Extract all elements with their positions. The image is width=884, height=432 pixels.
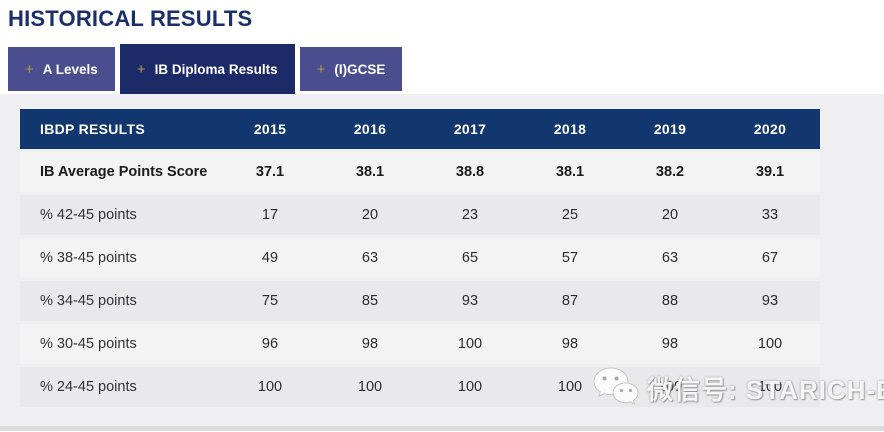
tab-igcse[interactable]: + (I)GCSE [299,47,403,91]
cell-value: 20 [361,207,379,223]
cell-value: 38.2 [655,164,685,180]
row-label: % 30-45 points [40,336,137,352]
cell-value: 100 [457,379,483,395]
cell-value: 65 [461,250,479,266]
cell-value: 88 [661,293,679,309]
cell-value: 100 [657,379,683,395]
tab-label: (I)GCSE [334,61,386,77]
cell-value: 20 [661,207,679,223]
cell-value: 38.1 [555,164,585,180]
header-cell-year: 2019 [653,121,687,137]
row-label: IB Average Points Score [40,164,208,180]
cell-value: 98 [561,336,579,352]
cell-value: 38.1 [355,164,385,180]
row-label: % 34-45 points [40,293,137,309]
cell-value: 100 [557,379,583,395]
header-cell-year: 2015 [253,121,287,137]
cell-value: 63 [361,250,379,266]
row-label: % 42-45 points [40,207,137,223]
row-label: % 24-45 points [40,379,137,395]
table-row: % 38-45 points 49 63 65 57 63 67 [20,238,820,278]
results-tab-bar: + A Levels + IB Diploma Results + (I)GCS… [8,44,884,94]
table-header-row: IBDP RESULTS 2015 2016 2017 2018 2019 20… [20,109,820,149]
cell-value: 100 [757,336,783,352]
tab-label: IB Diploma Results [154,61,278,77]
content-panel: IBDP RESULTS 2015 2016 2017 2018 2019 20… [0,94,884,431]
table-row: IB Average Points Score 37.1 38.1 38.8 3… [20,152,820,192]
tab-label: A Levels [42,61,98,77]
cell-value: 39.1 [755,164,785,180]
plus-icon: + [316,60,326,78]
page-title: HISTORICAL RESULTS [8,6,253,31]
cell-value: 23 [461,207,479,223]
header-cell-title: IBDP RESULTS [40,121,145,137]
cell-value: 100 [457,336,483,352]
header-cell-year: 2016 [353,121,387,137]
table-row: % 30-45 points 96 98 100 98 98 100 [20,324,820,364]
cell-value: 93 [461,293,479,309]
table-row: % 24-45 points 100 100 100 100 100 100 [20,367,820,407]
cell-value: 100 [257,379,283,395]
plus-icon: + [136,60,146,78]
cell-value: 98 [361,336,379,352]
cell-value: 25 [561,207,579,223]
cell-value: 93 [761,293,779,309]
cell-value: 49 [261,250,279,266]
cell-value: 63 [661,250,679,266]
header-cell-year: 2017 [453,121,487,137]
table-row: % 34-45 points 75 85 93 87 88 93 [20,281,820,321]
cell-value: 96 [261,336,279,352]
table-row: % 42-45 points 17 20 23 25 20 33 [20,195,820,235]
cell-value: 67 [761,250,779,266]
cell-value: 85 [361,293,379,309]
header-cell-year: 2018 [553,121,587,137]
cell-value: 100 [357,379,383,395]
cell-value: 17 [261,207,279,223]
ibdp-results-table: IBDP RESULTS 2015 2016 2017 2018 2019 20… [20,109,820,410]
cell-value: 75 [261,293,279,309]
tab-a-levels[interactable]: + A Levels [8,47,115,91]
plus-icon: + [25,60,34,78]
header-cell-year: 2020 [753,121,787,137]
cell-value: 38.8 [455,164,485,180]
cell-value: 98 [661,336,679,352]
cell-value: 100 [757,379,783,395]
row-label: % 38-45 points [40,250,137,266]
cell-value: 57 [561,250,579,266]
cell-value: 33 [761,207,779,223]
cell-value: 87 [561,293,579,309]
cell-value: 37.1 [255,164,285,180]
tab-ib-diploma-results[interactable]: + IB Diploma Results [119,44,295,94]
